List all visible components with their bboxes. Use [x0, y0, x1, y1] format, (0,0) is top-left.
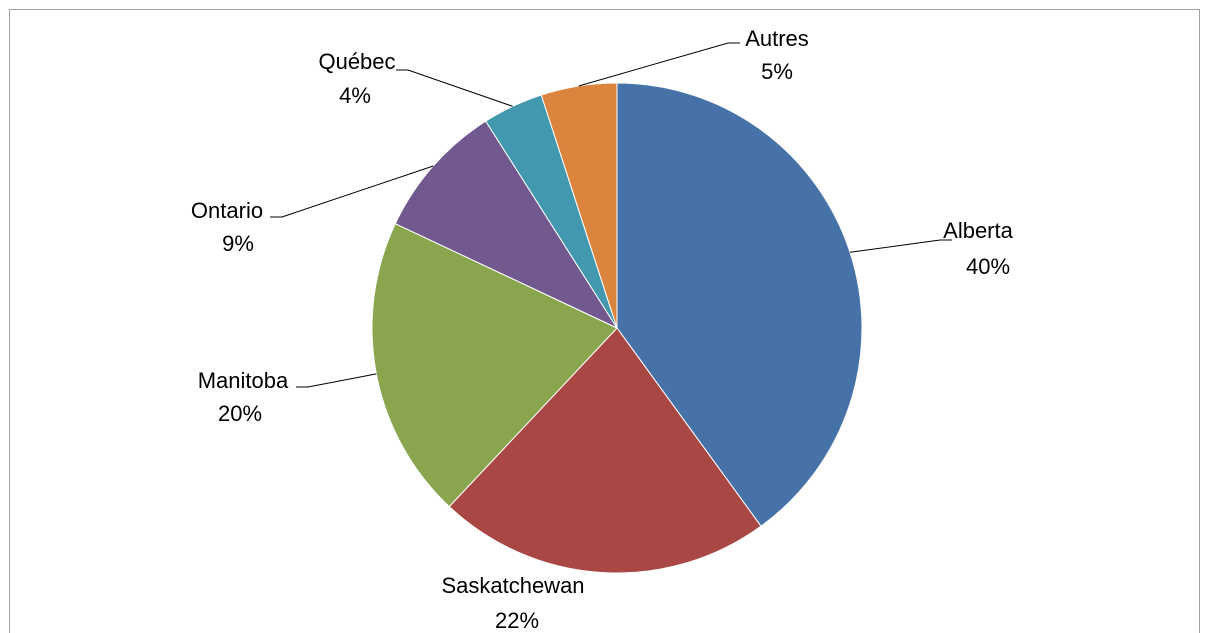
leader-line	[849, 239, 952, 253]
slice-label: Alberta	[943, 218, 1013, 243]
slice-value-label: 40%	[966, 254, 1010, 279]
slice-label: Manitoba	[198, 368, 289, 393]
leader-line	[396, 69, 513, 107]
leader-line	[578, 42, 740, 87]
slice-label: Autres	[745, 26, 809, 51]
slice-label: Ontario	[191, 198, 263, 223]
slice-value-label: 9%	[222, 231, 254, 256]
pie-slice	[616, 82, 863, 527]
pie-slice	[394, 120, 619, 330]
slice-value-label: 20%	[218, 401, 262, 426]
slice-value-label: 5%	[761, 59, 793, 84]
slice-value-label: 4%	[339, 83, 371, 108]
slice-label: Québec	[318, 49, 395, 74]
pie-slice	[448, 327, 762, 574]
leader-line	[296, 373, 377, 388]
slice-value-label: 22%	[495, 608, 539, 633]
leader-line	[270, 165, 434, 218]
slice-label: Saskatchewan	[441, 573, 584, 598]
